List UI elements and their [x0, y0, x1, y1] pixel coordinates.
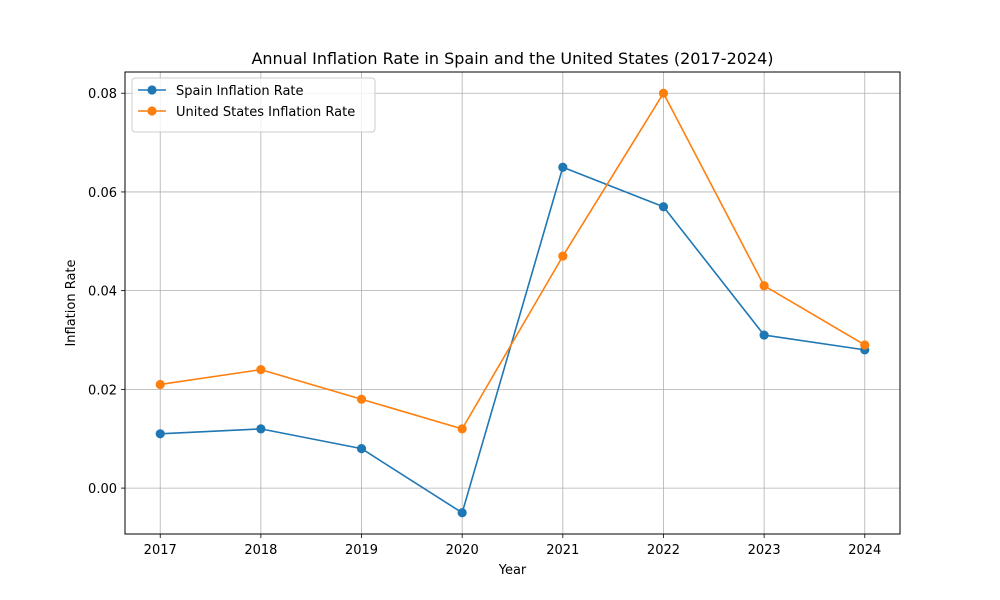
x-tick-label: 2017 — [144, 543, 177, 558]
data-point — [256, 365, 266, 375]
series-layer — [155, 88, 870, 518]
legend-label: Spain Inflation Rate — [176, 84, 304, 99]
y-tick-label: 0.06 — [88, 186, 117, 201]
y-tick-label: 0.00 — [88, 482, 117, 497]
data-point — [860, 340, 870, 350]
data-point — [658, 202, 669, 212]
x-tick-label: 2018 — [244, 543, 277, 558]
legend-marker — [147, 85, 157, 95]
legend-items: Spain Inflation Rate United States Inflat… — [138, 84, 355, 120]
data-point — [256, 424, 266, 434]
y-tick-label: 0.08 — [88, 87, 117, 102]
chart-title: Annual Inflation Rate in Spain and the U… — [251, 49, 773, 68]
y-tick-label: 0.04 — [88, 285, 117, 300]
legend-marker — [147, 106, 157, 116]
legend: Spain Inflation Rate United States Inflat… — [131, 77, 376, 133]
x-tick-label: 2020 — [446, 543, 479, 558]
series-line — [160, 92, 866, 430]
data-point — [155, 429, 165, 439]
data-point — [658, 88, 669, 98]
data-point — [457, 508, 467, 518]
series-0 — [155, 162, 870, 518]
y-axis-label: Inflation Rate — [64, 259, 79, 346]
data-point — [356, 444, 367, 454]
data-point — [356, 394, 367, 404]
y-tick-label: 0.02 — [88, 383, 117, 398]
data-point — [558, 251, 568, 261]
data-point — [155, 379, 165, 390]
x-axis-label: Year — [498, 563, 527, 578]
data-point — [558, 162, 568, 172]
x-tick-label: 2023 — [748, 543, 781, 558]
legend-box — [131, 77, 376, 133]
series-line — [160, 166, 865, 514]
ticks: 2017 2018 2019 2020 2021 2022 2023 2024 0.00 0.02… — [88, 87, 881, 558]
grid — [125, 72, 900, 534]
x-tick-label: 2024 — [848, 543, 881, 558]
data-point — [759, 330, 769, 340]
data-point — [457, 424, 467, 434]
series-1 — [155, 88, 870, 434]
x-tick-label: 2021 — [546, 543, 579, 558]
x-tick-label: 2022 — [647, 543, 680, 558]
data-point — [759, 281, 769, 291]
legend-label: United States Inflation Rate — [176, 105, 355, 120]
x-tick-label: 2019 — [345, 543, 378, 558]
plot-frame — [124, 71, 901, 535]
